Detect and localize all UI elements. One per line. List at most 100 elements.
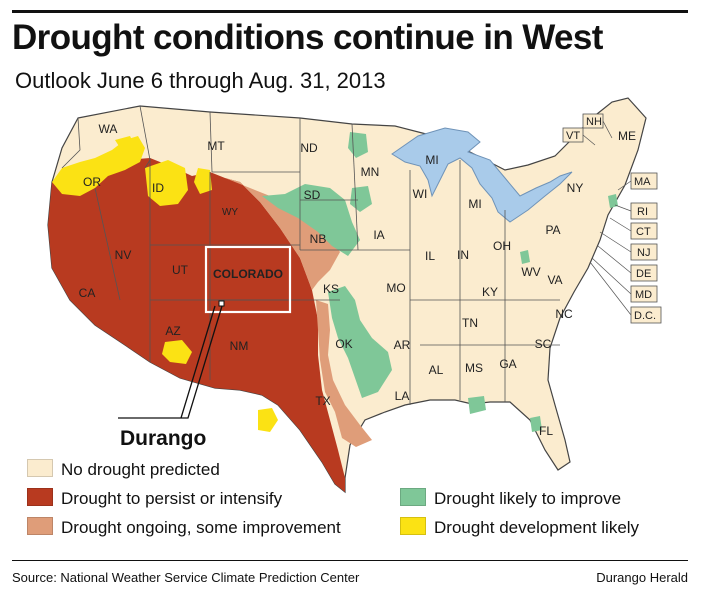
region-persist bbox=[48, 158, 345, 492]
state-labels: WA OR ID MT WY ND SD NB NV UT CA AZ NM C… bbox=[79, 122, 636, 438]
source-credit: Source: National Weather Service Climate… bbox=[12, 570, 360, 585]
top-rule bbox=[12, 10, 688, 13]
callout-ct: CT bbox=[630, 222, 658, 240]
legend-swatch-development bbox=[400, 517, 426, 535]
label-ut: UT bbox=[172, 263, 189, 277]
label-ca: CA bbox=[79, 286, 96, 300]
label-mi2: MI bbox=[468, 197, 481, 211]
label-nv: NV bbox=[115, 248, 132, 262]
label-pa: PA bbox=[545, 223, 560, 237]
label-il: IL bbox=[425, 249, 435, 263]
svg-text:MA: MA bbox=[634, 176, 651, 188]
legend-label: Drought development likely bbox=[434, 518, 640, 537]
legend-development: Drought development likely bbox=[400, 517, 639, 538]
label-ms: MS bbox=[465, 361, 483, 375]
region-development-or bbox=[52, 136, 145, 196]
colorado-highlight-box bbox=[204, 245, 292, 314]
callout-md: MD bbox=[630, 285, 658, 303]
durango-callout-line bbox=[118, 305, 223, 419]
region-development-wy bbox=[194, 168, 212, 194]
region-likely-improve-ms bbox=[468, 396, 486, 414]
region-development-wa bbox=[115, 136, 136, 154]
label-wi: WI bbox=[413, 187, 428, 201]
label-oh: OH bbox=[493, 239, 511, 253]
svg-text:VT: VT bbox=[566, 130, 580, 142]
label-fl: FL bbox=[539, 424, 553, 438]
label-mo: MO bbox=[386, 281, 405, 295]
label-or: OR bbox=[83, 175, 101, 189]
legend-swatch-likely-improve bbox=[400, 488, 426, 506]
callout-ma: MA bbox=[630, 172, 658, 190]
legend-no-drought: No drought predicted bbox=[27, 459, 220, 480]
label-ga: GA bbox=[499, 357, 516, 371]
legend-ongoing-improvement: Drought ongoing, some improvement bbox=[27, 517, 341, 538]
label-me: ME bbox=[618, 129, 636, 143]
label-ia: IA bbox=[373, 228, 384, 242]
label-ks: KS bbox=[323, 282, 339, 296]
label-id: ID bbox=[152, 181, 164, 195]
region-likely-improve-ma bbox=[608, 194, 618, 208]
publisher-credit: Durango Herald bbox=[596, 570, 688, 585]
bottom-rule bbox=[12, 560, 688, 561]
region-likely-improve-fl bbox=[530, 416, 542, 432]
label-ny: NY bbox=[567, 181, 584, 195]
legend-swatch-persist bbox=[27, 488, 53, 506]
label-al: AL bbox=[429, 363, 444, 377]
legend-label: Drought ongoing, some improvement bbox=[61, 518, 341, 537]
callout-nh: NH bbox=[582, 113, 604, 129]
label-az: AZ bbox=[165, 324, 180, 338]
northeast-callouts: NH VT MA RI CT NJ DE MD D.C. bbox=[562, 113, 662, 324]
legend-label: Drought to persist or intensify bbox=[61, 489, 283, 508]
legend-persist: Drought to persist or intensify bbox=[27, 488, 282, 509]
label-mt: MT bbox=[207, 139, 225, 153]
label-sc: SC bbox=[535, 337, 552, 351]
callout-de: DE bbox=[630, 264, 658, 282]
label-wy: WY bbox=[222, 207, 238, 218]
svg-text:DE: DE bbox=[636, 268, 651, 280]
legend-swatch-no-drought bbox=[27, 459, 53, 477]
label-nd: ND bbox=[300, 141, 318, 155]
label-sd: SD bbox=[304, 188, 321, 202]
label-nm: NM bbox=[230, 339, 249, 353]
region-development-az bbox=[162, 340, 192, 364]
legend-likely-improve: Drought likely to improve bbox=[400, 488, 621, 509]
durango-marker bbox=[218, 300, 225, 307]
page-subtitle: Outlook June 6 through Aug. 31, 2013 bbox=[15, 68, 386, 93]
label-co: COLORADO bbox=[213, 267, 283, 281]
svg-text:RI: RI bbox=[637, 206, 648, 218]
callout-nj: NJ bbox=[630, 243, 658, 261]
label-nc: NC bbox=[555, 307, 573, 321]
callout-ri: RI bbox=[630, 202, 658, 220]
label-mn: MN bbox=[361, 165, 380, 179]
page-title: Drought conditions continue in West bbox=[12, 18, 603, 57]
svg-text:NH: NH bbox=[586, 116, 602, 128]
label-mi: MI bbox=[425, 153, 438, 167]
label-ar: AR bbox=[394, 338, 411, 352]
label-tx: TX bbox=[315, 394, 330, 408]
legend-swatch-ongoing-improvement bbox=[27, 517, 53, 535]
region-likely-improve-wv bbox=[520, 250, 530, 264]
legend-label: Drought likely to improve bbox=[434, 489, 622, 508]
durango-label: Durango bbox=[120, 427, 206, 450]
label-tn: TN bbox=[462, 316, 478, 330]
callout-vt: VT bbox=[562, 127, 584, 143]
label-ok: OK bbox=[335, 337, 352, 351]
label-in: IN bbox=[457, 248, 469, 262]
region-development-id bbox=[145, 160, 188, 206]
legend-label: No drought predicted bbox=[61, 460, 220, 479]
great-lakes bbox=[391, 127, 573, 223]
label-ky: KY bbox=[482, 285, 498, 299]
region-likely-improve-plains bbox=[328, 286, 392, 398]
callout-dc: D.C. bbox=[630, 306, 662, 324]
svg-text:MD: MD bbox=[635, 289, 652, 301]
label-wa: WA bbox=[99, 122, 118, 136]
svg-text:CT: CT bbox=[636, 226, 651, 238]
svg-text:NJ: NJ bbox=[637, 247, 650, 259]
label-nb: NB bbox=[310, 232, 327, 246]
label-la: LA bbox=[395, 389, 410, 403]
region-development-tx bbox=[258, 408, 278, 432]
region-likely-improve bbox=[262, 184, 360, 256]
label-wv: WV bbox=[521, 265, 540, 279]
svg-text:D.C.: D.C. bbox=[634, 310, 656, 322]
